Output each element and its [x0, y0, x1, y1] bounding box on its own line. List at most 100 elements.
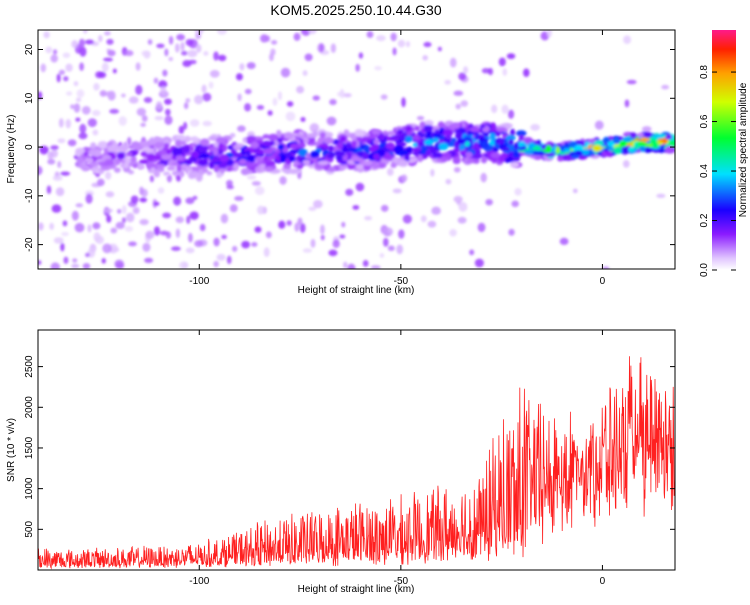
noise-blob: [49, 222, 55, 230]
band-blob: [570, 154, 581, 159]
band-blob: [438, 142, 449, 151]
noise-blob: [358, 52, 364, 59]
noise-blob: [195, 44, 202, 53]
y-tick-label: 1000: [24, 477, 35, 500]
snr-ticks: -100 -50 0 500 1000 1500 2000 2500: [24, 330, 675, 587]
band-blob: [302, 159, 311, 165]
band-blob: [603, 136, 611, 144]
noise-blob: [79, 62, 84, 71]
noise-blob: [308, 206, 317, 211]
noise-blob: [457, 216, 467, 224]
band-blob: [423, 120, 434, 126]
noise-blob: [423, 41, 432, 48]
band-blob: [535, 150, 546, 156]
band-blob: [405, 135, 413, 143]
band-blob: [259, 164, 266, 169]
band-blob: [607, 146, 614, 152]
y-tick-label: 1500: [24, 436, 35, 459]
noise-blob: [244, 88, 252, 95]
noise-blob: [53, 237, 64, 244]
noise-blob: [78, 132, 88, 140]
noise-blob: [121, 204, 127, 215]
x-tick-label: -100: [189, 576, 209, 587]
band-blob: [480, 156, 488, 164]
band-blob: [123, 167, 131, 173]
noise-blob: [307, 30, 317, 35]
band-blob: [363, 164, 371, 171]
noise-blob: [93, 83, 100, 91]
band-blob: [356, 164, 364, 170]
band-blob: [424, 139, 434, 146]
noise-blob: [183, 121, 188, 130]
band-blob: [148, 138, 157, 145]
noise-blob: [56, 73, 61, 83]
noise-blob: [187, 49, 198, 58]
noise-blob: [92, 222, 101, 230]
band-blob: [363, 145, 370, 152]
noise-blob: [469, 249, 475, 256]
band-blob: [502, 146, 510, 152]
band-blob: [528, 142, 535, 149]
noise-blob: [202, 92, 212, 102]
noise-blob: [103, 31, 111, 36]
noise-blob: [57, 160, 62, 169]
band-blob: [357, 157, 365, 164]
noise-blob: [50, 54, 58, 63]
noise-blob: [73, 103, 81, 113]
noise-blob: [312, 95, 321, 101]
band-blob: [664, 145, 675, 154]
band-blob: [628, 146, 635, 153]
band-blob: [455, 131, 463, 140]
band-blob: [545, 145, 552, 154]
noise-blob: [277, 91, 283, 101]
band-blob: [373, 153, 381, 160]
band-blob: [83, 151, 89, 157]
band-blob: [283, 131, 294, 140]
band-blob: [629, 132, 637, 139]
colorbar-gradient: [712, 30, 736, 270]
noise-blob: [62, 220, 68, 227]
noise-blob: [162, 212, 172, 219]
noise-blob: [136, 107, 147, 117]
snr-panel: -100 -50 0 500 1000 1500 2000 2500 Height of st…: [6, 329, 676, 595]
band-blob: [398, 159, 409, 167]
noise-blob: [84, 39, 95, 45]
noise-blob: [183, 102, 189, 110]
noise-blob: [103, 57, 113, 62]
noise-blob: [124, 50, 134, 57]
band-blob: [201, 153, 211, 158]
noise-blob: [164, 48, 169, 57]
band-blob: [238, 158, 247, 165]
x-tick-label: -100: [189, 276, 209, 287]
noise-blob: [185, 197, 195, 205]
noise-blob: [264, 35, 271, 42]
band-blob: [180, 163, 188, 169]
band-blob: [207, 136, 217, 141]
noise-blob: [124, 225, 134, 232]
noise-blob: [199, 223, 206, 232]
noise-blob: [343, 93, 352, 98]
noise-blob: [105, 191, 115, 198]
noise-blob: [145, 230, 155, 239]
noise-blob: [624, 99, 630, 108]
colorbar-label: Normalized spectral amplitude: [738, 82, 749, 217]
noise-blob: [79, 46, 87, 57]
band-blob: [118, 144, 130, 152]
noise-blob: [286, 220, 292, 226]
band-blob: [398, 149, 409, 156]
band-blob: [85, 157, 94, 164]
y-tick-label: 500: [24, 521, 35, 538]
band-blob: [574, 150, 583, 156]
noise-blob: [460, 100, 469, 107]
noise-blob: [202, 120, 212, 127]
noise-blob: [320, 234, 325, 241]
noise-blob: [445, 178, 452, 185]
noise-blob: [225, 179, 233, 187]
band-blob: [557, 156, 564, 162]
noise-blob: [87, 224, 92, 233]
band-blob: [215, 136, 226, 144]
noise-blob: [302, 248, 313, 253]
noise-blob: [422, 55, 428, 61]
noise-blob: [92, 129, 99, 136]
noise-blob: [656, 193, 666, 199]
